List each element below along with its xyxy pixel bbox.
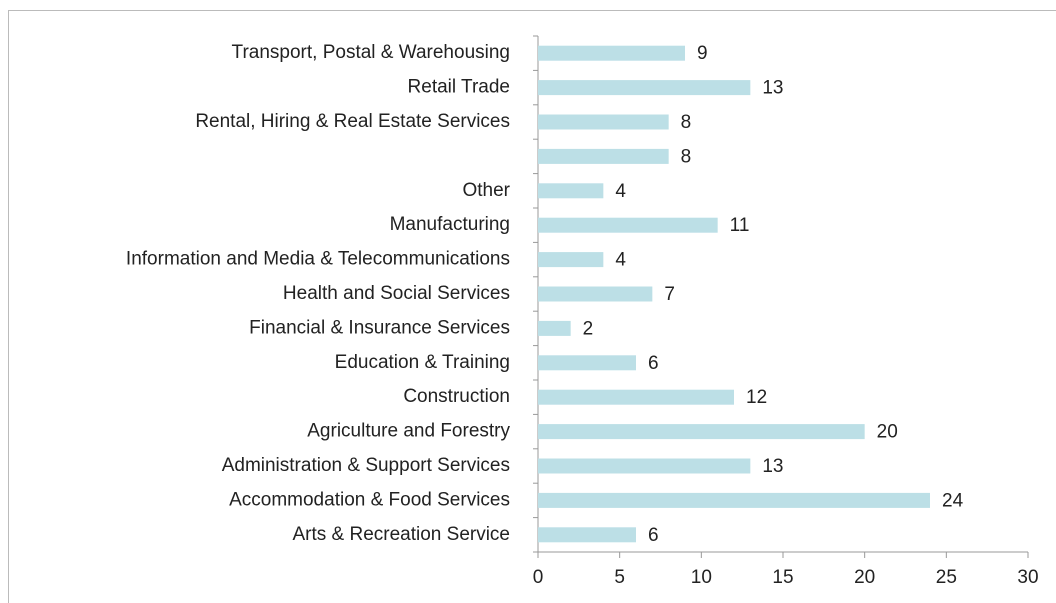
data-label: 8: [681, 112, 692, 133]
data-label: 24: [942, 490, 964, 511]
data-label: 20: [877, 422, 898, 443]
data-label: 4: [615, 181, 626, 202]
bar: [538, 492, 930, 508]
data-label: 7: [664, 284, 675, 305]
bar: [538, 527, 636, 543]
y-tick-label: Financial & Insurance Services: [249, 317, 510, 338]
y-tick-label: Construction: [403, 386, 510, 407]
data-label: 12: [746, 387, 767, 408]
y-tick-label: Transport, Postal & Warehousing: [232, 42, 510, 63]
y-tick-label: Accommodation & Food Services: [229, 489, 510, 510]
data-label: 13: [762, 78, 783, 99]
frame: [8, 10, 1056, 603]
bar: [538, 320, 571, 336]
bar: [538, 114, 669, 130]
bar: [538, 424, 865, 440]
x-tick-label: 25: [936, 567, 957, 588]
y-tick-label: Information and Media & Telecommunicatio…: [126, 249, 510, 270]
y-tick-label: Arts & Recreation Service: [292, 524, 510, 545]
bar: [538, 389, 734, 405]
data-label: 2: [583, 318, 594, 339]
bar: [538, 458, 751, 474]
bar: [538, 148, 669, 164]
data-label: 11: [730, 215, 750, 236]
bar: [538, 183, 604, 199]
bar: [538, 80, 751, 96]
x-tick-label: 5: [614, 567, 625, 588]
bar: [538, 252, 604, 268]
data-label: 13: [762, 456, 783, 477]
data-label: 9: [697, 43, 708, 64]
y-tick-label: Health and Social Services: [283, 283, 510, 304]
data-label: 6: [648, 525, 659, 546]
bar: [538, 286, 653, 302]
bar: [538, 355, 636, 371]
y-tick-label: Administration & Support Services: [222, 455, 510, 476]
x-tick-label: 0: [533, 567, 544, 588]
x-tick-label: 30: [1017, 567, 1038, 588]
bar: [538, 217, 718, 233]
x-tick-label: 20: [854, 567, 875, 588]
y-tick-label: Rental, Hiring & Real Estate Services: [195, 111, 510, 132]
x-tick-label: 10: [691, 567, 712, 588]
bar: [538, 45, 685, 61]
x-tick-label: 15: [772, 567, 793, 588]
y-tick-label: Other: [462, 180, 510, 201]
data-label: 8: [681, 146, 692, 167]
y-tick-label: Agriculture and Forestry: [307, 421, 510, 442]
y-tick-label: Retail Trade: [408, 77, 510, 98]
y-tick-label: Education & Training: [335, 352, 510, 373]
data-label: 6: [648, 353, 659, 374]
data-label: 4: [615, 250, 626, 271]
y-tick-label: Manufacturing: [390, 214, 510, 235]
